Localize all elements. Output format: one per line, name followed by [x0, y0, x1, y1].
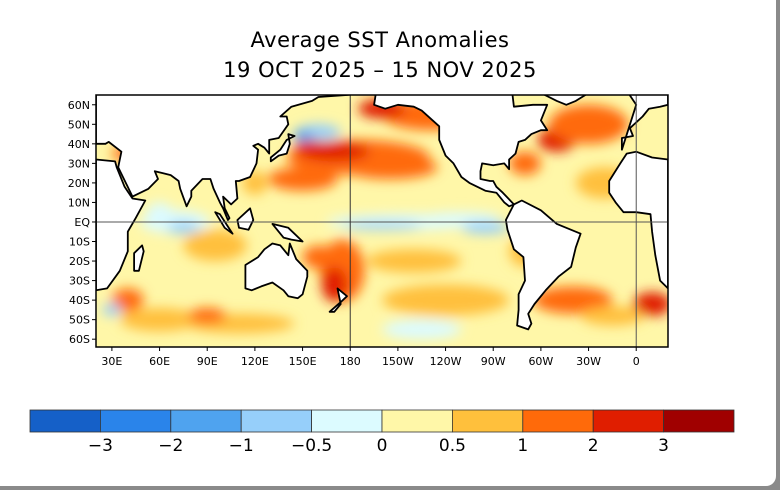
colorbar-label: −3 [88, 436, 113, 456]
colorbar-swatch [29, 409, 101, 433]
madagascar-landmass [133, 244, 145, 272]
anomaly-region [633, 292, 668, 316]
new-guinea-landmass [271, 222, 304, 243]
anomaly-region [267, 167, 338, 191]
lat-tick-label: EQ [74, 216, 90, 229]
lon-tick-label: 30W [576, 355, 601, 368]
lon-tick-label: 60W [528, 355, 553, 368]
anomaly-region [382, 319, 462, 340]
map-title: Average SST Anomalies [250, 28, 510, 52]
colorbar-swatch [100, 409, 172, 433]
anomaly-region [294, 139, 327, 156]
lat-tick-label: 20S [69, 255, 90, 268]
map-frame [95, 94, 669, 348]
lon-tick-label: 150W [382, 355, 414, 368]
new-zealand-landmass [328, 287, 348, 313]
colorbar: −3 −2 −1 −0.5 0 0.5 1 2 3 [29, 409, 735, 456]
sumatra-landmass [214, 211, 234, 235]
south-america-landmass [504, 199, 582, 331]
lat-tick-label: 60N [68, 99, 90, 112]
anomaly-region [509, 151, 541, 176]
anomaly-region [532, 286, 613, 314]
anomaly-region [342, 221, 422, 230]
lon-tick-label: 90E [197, 355, 218, 368]
lon-tick-label: 90W [481, 355, 506, 368]
lat-tick-label: 10S [69, 236, 90, 249]
eurasia-landmass [96, 95, 356, 221]
longitude-axis: 30E 60E 90E 120E 150E 180 150W 120W 90W 60W 30W 0 [101, 347, 640, 368]
colorbar-swatch [663, 409, 735, 433]
colorbar-label: 0 [377, 436, 388, 456]
lon-tick-label: 30E [101, 355, 122, 368]
australia-landmass [244, 242, 309, 300]
anomaly-region [183, 229, 247, 262]
colorbar-label: 0.5 [439, 436, 466, 456]
lat-tick-label: 10N [68, 196, 90, 209]
anomaly-region [102, 304, 122, 316]
lon-tick-label: 120W [430, 355, 462, 368]
lat-tick-label: 20N [68, 177, 90, 190]
colorbar-swatch [592, 409, 665, 433]
lat-tick-label: 30N [68, 157, 90, 170]
colorbar-label: −0.5 [291, 436, 332, 456]
anomaly-region [382, 284, 510, 316]
lon-tick-label: 150E [289, 355, 317, 368]
lat-tick-label: 30S [69, 275, 90, 288]
colorbar-label: 2 [588, 436, 599, 456]
colorbar-label: 3 [658, 436, 669, 456]
lat-tick-label: 40N [68, 138, 90, 151]
colorbar-swatch [381, 409, 453, 433]
anomaly-region [421, 212, 502, 224]
colorbar-swatch [522, 409, 594, 433]
anomaly-region [188, 307, 227, 324]
colorbar-swatch [170, 409, 242, 433]
colorbar-label: −1 [229, 436, 254, 456]
anomaly-region [342, 155, 438, 179]
lon-tick-label: 0 [633, 355, 640, 368]
anomaly-region [580, 305, 645, 326]
anomaly-region [461, 221, 510, 234]
anomaly-region [302, 245, 335, 269]
lat-tick-label: 50S [69, 314, 90, 327]
anomaly-region [293, 130, 313, 142]
map-date-range: 19 OCT 2025 – 15 NOV 2025 [223, 58, 537, 82]
colorbar-swatch [240, 409, 312, 433]
africa-west-landmass [608, 150, 668, 290]
japan-landmass [269, 133, 296, 163]
lat-tick-label: 60S [69, 333, 90, 346]
borneo-landmass [236, 207, 255, 231]
africa-landmass [96, 158, 147, 292]
lon-tick-label: 120E [241, 355, 269, 368]
anomaly-region [119, 307, 200, 332]
anomaly-region [111, 288, 144, 312]
colorbar-swatch [451, 409, 524, 433]
lat-tick-label: 40S [69, 294, 90, 307]
colorbar-label: 1 [517, 436, 528, 456]
greenland-landmass [542, 95, 588, 106]
lon-tick-label: 60E [149, 355, 170, 368]
north-america-landmass [371, 95, 549, 208]
latitude-axis: 60N 50N 40N 30N 20N 10N EQ 10S 20S 30S 40S 50S 60S [68, 99, 96, 346]
europe-landmass [621, 95, 668, 151]
colorbar-label: −2 [158, 436, 183, 456]
anomaly-region [548, 104, 629, 144]
anomaly-region [366, 249, 462, 273]
lon-tick-label: 180 [340, 355, 361, 368]
colorbar-swatch [311, 409, 383, 433]
anomaly-region [146, 202, 173, 222]
anomaly-region [167, 221, 200, 234]
lat-tick-label: 50N [68, 118, 90, 131]
